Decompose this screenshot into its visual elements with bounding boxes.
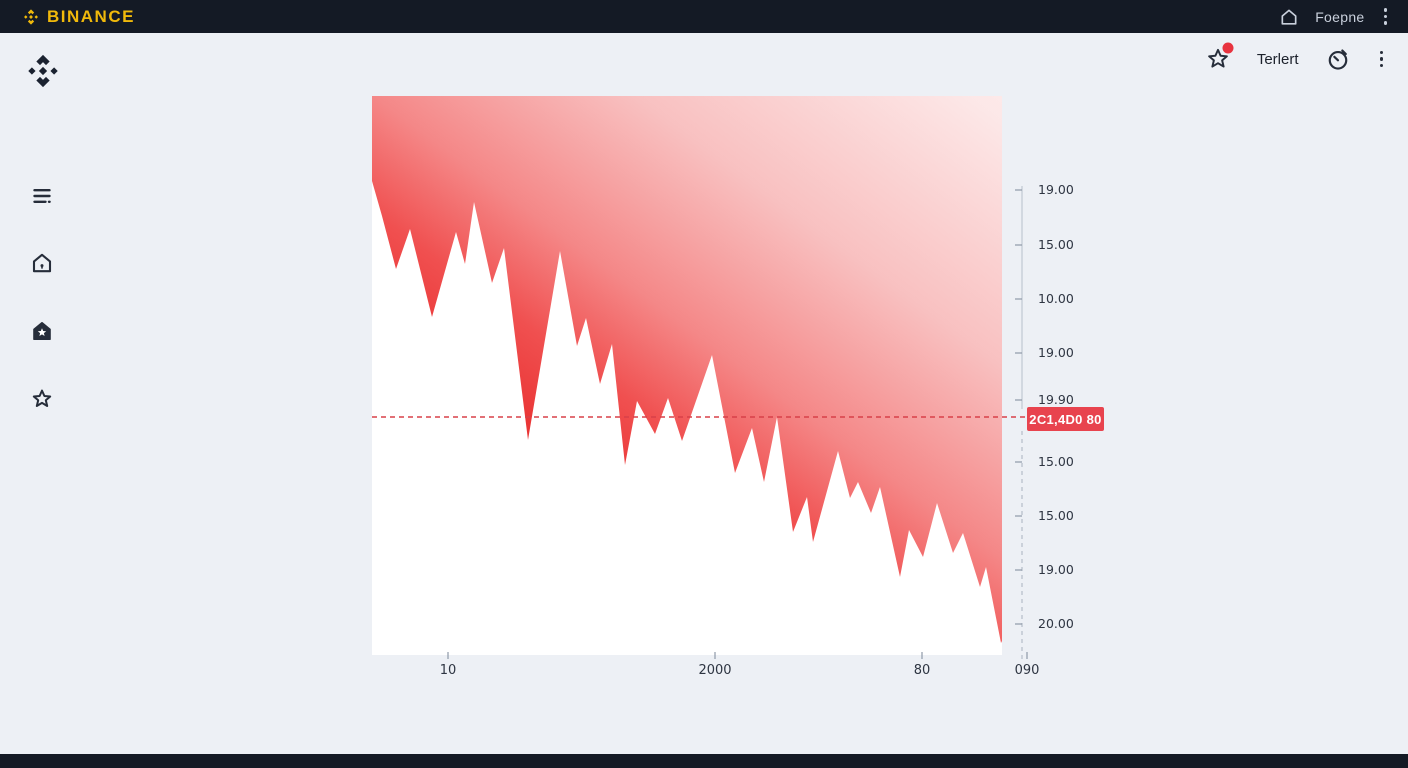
y-axis-label: 19.90 [1038, 392, 1074, 407]
y-axis-label: 20.00 [1038, 616, 1074, 631]
current-price-tag: 2C1,4D0 80 [1027, 407, 1104, 431]
sidebar-item-home-star-active[interactable] [30, 319, 54, 343]
current-price-value: 2C1,4D0 80 [1029, 411, 1102, 427]
y-axis-label: 15.00 [1038, 508, 1074, 523]
y-axis-label: 15.00 [1038, 237, 1074, 252]
y-axis-label: 19.00 [1038, 345, 1074, 360]
y-axis-label: 19.00 [1038, 562, 1074, 577]
favorites-star-notification-icon[interactable] [1205, 42, 1234, 72]
notification-dot [1222, 42, 1234, 54]
sidebar-item-favorites-star[interactable] [30, 387, 54, 411]
top-navigation-bar: BINANCE Foepne [0, 0, 1408, 33]
x-axis-label: 80 [913, 663, 931, 678]
sidebar-item-home[interactable] [30, 251, 54, 275]
x-axis-label: 090 [1014, 663, 1040, 678]
binance-logo[interactable]: BINANCE [22, 7, 135, 27]
y-axis-label: 10.00 [1038, 291, 1074, 306]
y-axis-label: 19.00 [1038, 182, 1074, 197]
subheader-menu-label[interactable]: Terlert [1256, 50, 1299, 68]
bottom-bar [0, 754, 1408, 768]
price-area-series [372, 96, 1002, 643]
stopwatch-icon[interactable] [1325, 46, 1351, 72]
topbar-menu-label[interactable]: Foepne [1315, 8, 1365, 25]
x-axis-label: 10 [439, 663, 457, 678]
more-options-icon[interactable] [1377, 48, 1387, 71]
sidebar-item-menu-list[interactable] [30, 184, 54, 208]
binance-diamond-icon [22, 8, 40, 26]
y-axis-label: 15.00 [1038, 454, 1074, 469]
x-axis-label: 2000 [698, 663, 732, 678]
home-icon[interactable] [1279, 7, 1299, 27]
brand-name: BINANCE [47, 6, 135, 26]
binance-mark-icon[interactable] [24, 52, 62, 90]
price-chart-svg [372, 96, 1028, 659]
more-options-icon[interactable] [1381, 5, 1391, 28]
